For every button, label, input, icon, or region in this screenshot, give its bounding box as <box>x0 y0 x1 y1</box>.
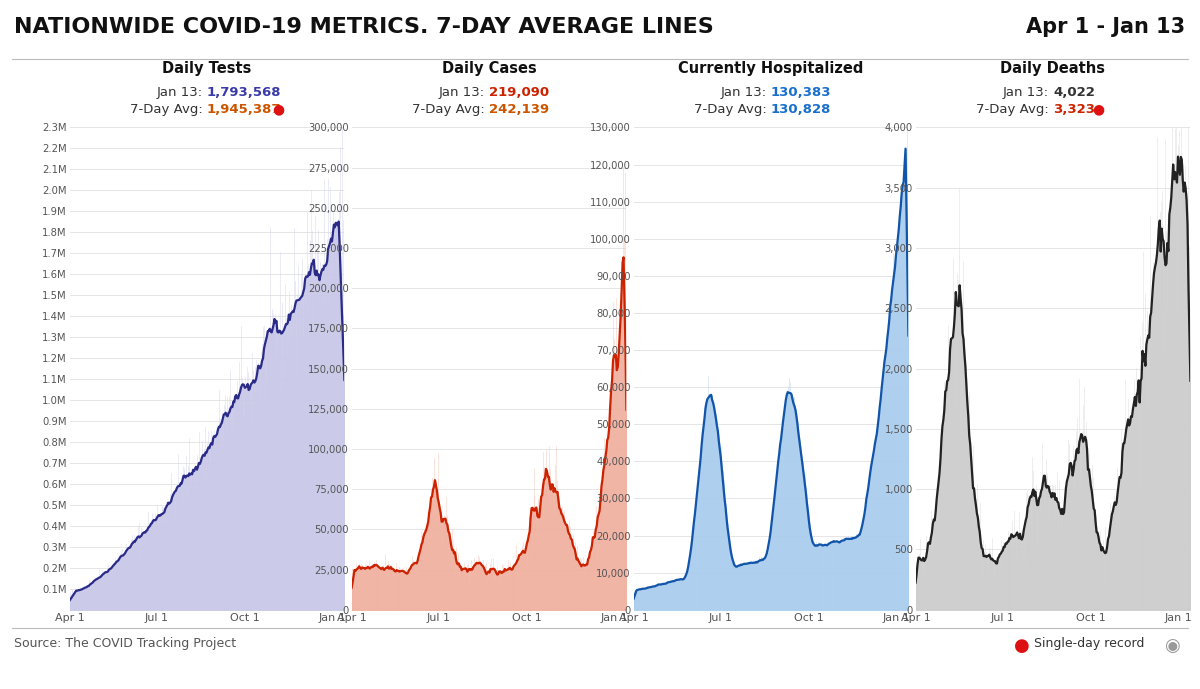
Text: 7-Day Avg:: 7-Day Avg: <box>694 103 772 116</box>
Text: Daily Tests: Daily Tests <box>162 61 252 76</box>
Text: Single-day record: Single-day record <box>1034 637 1145 650</box>
Text: 130,383: 130,383 <box>772 86 832 99</box>
Text: ●: ● <box>1014 637 1030 655</box>
Text: Daily Deaths: Daily Deaths <box>1001 61 1105 76</box>
Text: 242,139: 242,139 <box>490 103 550 116</box>
Text: 1,945,387: 1,945,387 <box>206 103 282 116</box>
Text: Jan 13:: Jan 13: <box>439 86 490 99</box>
Text: Jan 13:: Jan 13: <box>1003 86 1054 99</box>
Text: 7-Day Avg:: 7-Day Avg: <box>412 103 490 116</box>
Text: ●: ● <box>1092 102 1104 116</box>
Text: Jan 13:: Jan 13: <box>157 86 206 99</box>
Text: ◉: ◉ <box>1164 637 1180 655</box>
Text: 1,793,568: 1,793,568 <box>206 86 282 99</box>
Text: 7-Day Avg:: 7-Day Avg: <box>130 103 206 116</box>
Text: 7-Day Avg:: 7-Day Avg: <box>976 103 1054 116</box>
Text: Daily Cases: Daily Cases <box>442 61 536 76</box>
Text: Source: The COVID Tracking Project: Source: The COVID Tracking Project <box>14 637 236 650</box>
Text: NATIONWIDE COVID-19 METRICS. 7-DAY AVERAGE LINES: NATIONWIDE COVID-19 METRICS. 7-DAY AVERA… <box>14 17 714 37</box>
Text: ●: ● <box>272 102 284 116</box>
Text: 219,090: 219,090 <box>490 86 550 99</box>
Text: Apr 1 - Jan 13: Apr 1 - Jan 13 <box>1026 17 1186 37</box>
Text: 3,323: 3,323 <box>1054 103 1096 116</box>
Text: Jan 13:: Jan 13: <box>721 86 772 99</box>
Text: Currently Hospitalized: Currently Hospitalized <box>678 61 864 76</box>
Text: 4,022: 4,022 <box>1054 86 1094 99</box>
Text: 130,828: 130,828 <box>772 103 832 116</box>
